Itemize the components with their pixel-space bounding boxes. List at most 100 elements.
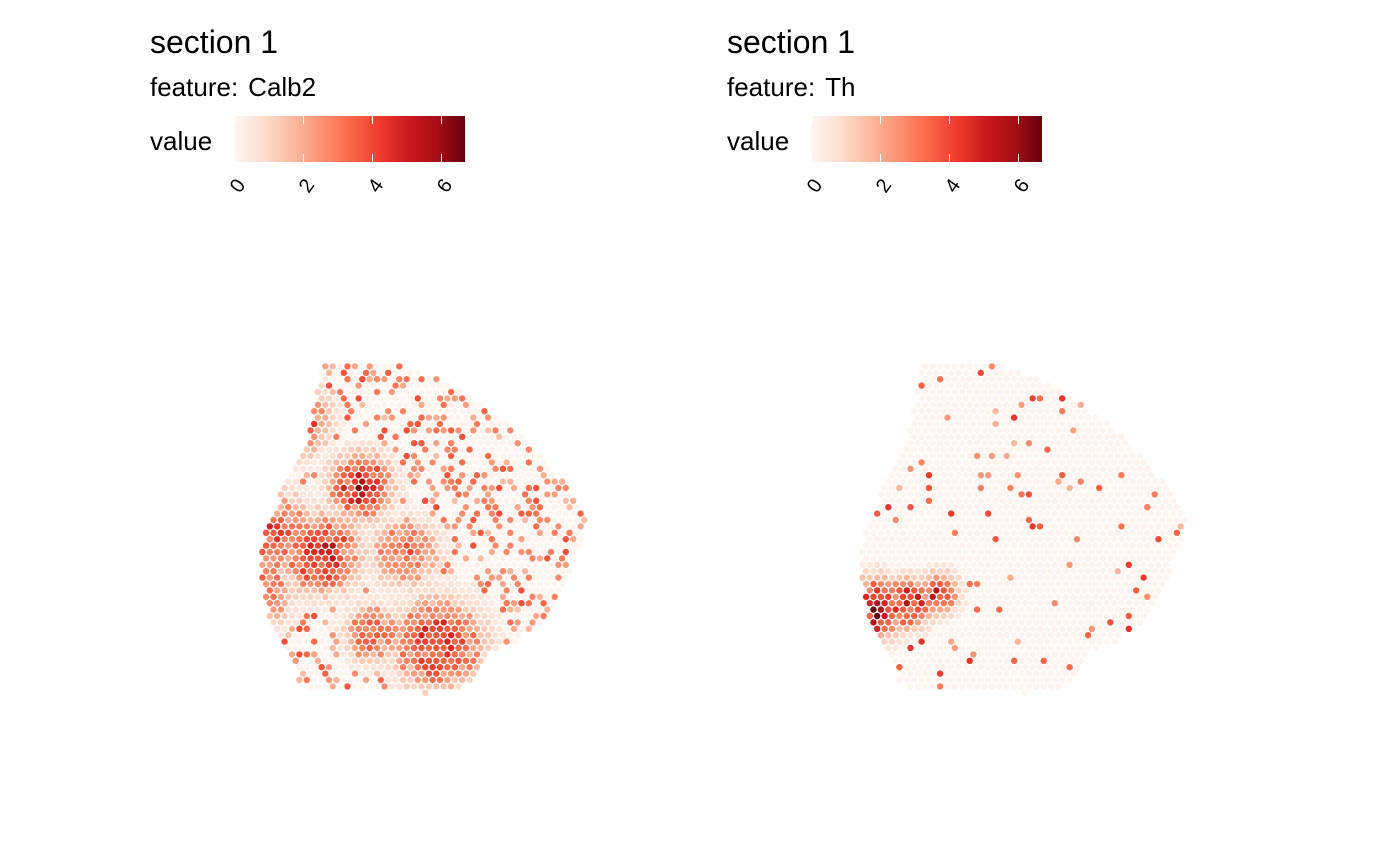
spot	[948, 536, 955, 543]
spot	[285, 504, 292, 511]
spot	[929, 606, 936, 613]
spot	[1166, 555, 1173, 562]
spot	[481, 523, 488, 530]
spot	[388, 363, 396, 370]
spot	[1036, 510, 1044, 517]
spot	[877, 555, 885, 562]
spot	[996, 376, 1003, 383]
spot	[325, 420, 333, 428]
spot	[451, 676, 458, 684]
spot	[336, 504, 344, 511]
spot	[307, 491, 314, 498]
spot	[314, 593, 322, 600]
colorbar-tick	[371, 154, 373, 162]
spot	[933, 600, 940, 607]
spot	[918, 676, 925, 684]
spot	[892, 516, 899, 524]
spot	[351, 555, 359, 562]
spot	[348, 612, 355, 620]
spot	[933, 395, 940, 402]
spot	[1077, 644, 1084, 652]
spot	[366, 504, 373, 511]
spot	[1040, 491, 1047, 498]
spot	[455, 619, 462, 626]
spot	[959, 670, 966, 677]
spot	[336, 606, 344, 613]
spot	[355, 574, 362, 581]
spot	[1014, 587, 1021, 594]
spot	[1010, 644, 1018, 652]
spot	[444, 676, 451, 684]
spot	[307, 504, 314, 511]
spot	[970, 472, 977, 479]
spot	[366, 632, 373, 639]
spot	[1081, 536, 1088, 543]
spot	[444, 651, 451, 658]
spot	[951, 465, 959, 472]
spot	[318, 497, 325, 504]
spot	[1062, 580, 1070, 588]
spot	[325, 369, 333, 376]
spot	[992, 536, 999, 543]
spot	[447, 568, 455, 575]
spot	[970, 651, 977, 658]
spot	[1051, 587, 1058, 594]
spot	[270, 542, 277, 549]
spot	[510, 625, 518, 632]
spot	[444, 612, 451, 620]
spot	[436, 459, 444, 466]
spot	[951, 606, 959, 613]
spot	[303, 638, 310, 645]
spot	[1029, 459, 1036, 466]
spot	[1070, 478, 1077, 485]
spot	[314, 555, 322, 562]
spot	[288, 472, 296, 479]
spot	[925, 625, 933, 632]
spot	[1081, 612, 1088, 620]
spot	[525, 587, 532, 594]
spot	[1136, 465, 1144, 472]
spot	[470, 414, 477, 421]
spot	[422, 497, 429, 504]
spot	[955, 612, 962, 620]
spot	[933, 497, 940, 504]
spot	[470, 632, 477, 639]
spot	[558, 504, 566, 511]
spot	[1047, 580, 1055, 588]
spot	[962, 625, 970, 632]
spot	[499, 632, 507, 639]
spot	[496, 523, 503, 530]
spot	[396, 619, 403, 626]
spot	[1018, 388, 1025, 396]
spot	[473, 472, 481, 479]
spot	[1144, 542, 1151, 549]
spot	[422, 676, 429, 684]
spot	[314, 504, 322, 511]
spot	[333, 664, 340, 671]
spot	[470, 606, 477, 613]
spot	[433, 568, 440, 575]
spot	[529, 606, 536, 613]
spot	[973, 516, 981, 524]
spot	[1040, 619, 1047, 626]
spot	[1073, 497, 1081, 504]
spot	[925, 395, 933, 402]
spot	[866, 587, 873, 594]
spot	[922, 593, 929, 600]
spot	[1066, 587, 1073, 594]
spot	[277, 504, 285, 511]
spot	[1099, 529, 1107, 536]
spot	[1003, 619, 1010, 626]
spot	[1129, 504, 1136, 511]
spot	[436, 574, 444, 581]
spot	[399, 369, 407, 376]
spot	[274, 625, 281, 632]
spot	[381, 414, 388, 421]
spot	[462, 452, 470, 460]
spot	[1014, 561, 1021, 568]
spot	[277, 491, 285, 498]
spot	[477, 542, 484, 549]
spot	[933, 625, 940, 632]
spot	[1125, 625, 1132, 632]
spot	[351, 363, 359, 370]
